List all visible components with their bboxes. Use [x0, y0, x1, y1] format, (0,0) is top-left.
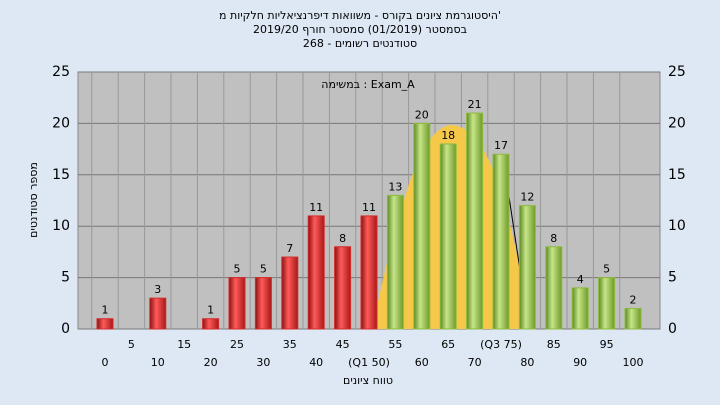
- x-tick-label: 5: [128, 338, 135, 351]
- bar: [545, 246, 563, 330]
- data-label: 12: [520, 191, 534, 204]
- bar: [307, 215, 325, 330]
- data-label: 3: [154, 283, 161, 296]
- data-label: 5: [234, 263, 241, 276]
- y-tick-label: 20: [668, 115, 686, 131]
- y-tick-label: 5: [668, 270, 677, 286]
- bar: [149, 297, 167, 330]
- x-tick-label: 40: [309, 356, 323, 369]
- bar: [571, 287, 589, 330]
- bar: [439, 143, 457, 330]
- bar: [598, 277, 616, 330]
- bar: [624, 307, 642, 330]
- data-label: 11: [309, 201, 323, 214]
- x-tick-label: 85: [547, 338, 561, 351]
- data-label: 5: [603, 263, 610, 276]
- x-axis-label: טווח ציונים: [343, 374, 393, 387]
- bar: [334, 246, 352, 330]
- bar: [254, 277, 272, 330]
- x-tick-label: 45: [336, 338, 350, 351]
- data-label: 17: [494, 139, 508, 152]
- bar: [518, 205, 536, 330]
- y-tick-label: 10: [668, 218, 686, 234]
- x-tick-label: 80: [520, 356, 534, 369]
- y-axis-label: מספר סטודנטים: [27, 162, 40, 238]
- curve-line: [507, 189, 521, 271]
- annotation: במשימה : Exam_A: [321, 78, 415, 91]
- data-label: 13: [388, 180, 402, 193]
- x-tick-label: 100: [623, 356, 644, 369]
- x-tick-label: 90: [573, 356, 587, 369]
- chart-subtitle: סטודנטים רשומים - 268: [303, 37, 417, 50]
- x-tick-label: 30: [256, 356, 270, 369]
- bar: [386, 194, 404, 330]
- y-tick-label: 25: [668, 64, 686, 80]
- data-label: 2: [630, 293, 637, 306]
- x-tick-label: (Q1 50): [348, 356, 390, 369]
- x-tick-label: 95: [600, 338, 614, 351]
- x-tick-label: 25: [230, 338, 244, 351]
- data-label: 8: [339, 232, 346, 245]
- data-label: 8: [550, 232, 557, 245]
- y-tick-label: 0: [668, 321, 677, 337]
- bar: [466, 112, 484, 330]
- chart-subtitle: בסמסטר (01/2019) סמסטר חורף 2019/20: [253, 23, 467, 36]
- y-tick-label: 5: [61, 270, 70, 286]
- x-tick-label: 15: [177, 338, 191, 351]
- bar: [202, 318, 220, 330]
- data-label: 21: [468, 98, 482, 111]
- chart-title: היסטוגרמת ציונים בקורס - משוואות דיפרנצי…: [219, 9, 501, 22]
- x-tick-label: 35: [283, 338, 297, 351]
- bar: [281, 256, 299, 330]
- x-tick-label: 0: [102, 356, 109, 369]
- x-tick-label: 55: [388, 338, 402, 351]
- bar: [492, 153, 510, 330]
- data-label: 7: [286, 242, 293, 255]
- data-label: 1: [207, 304, 214, 317]
- data-label: 18: [441, 129, 455, 142]
- bar: [96, 318, 114, 330]
- data-label: 20: [415, 108, 429, 121]
- x-tick-label: (Q3 75): [480, 338, 522, 351]
- bar: [360, 215, 378, 330]
- data-label: 4: [577, 273, 584, 286]
- data-label: 1: [102, 304, 109, 317]
- x-tick-label: 20: [204, 356, 218, 369]
- x-tick-label: 70: [468, 356, 482, 369]
- x-tick-label: 10: [151, 356, 165, 369]
- x-tick-label: 65: [441, 338, 455, 351]
- bar: [228, 277, 246, 330]
- data-label: 5: [260, 263, 267, 276]
- y-tick-label: 10: [52, 218, 70, 234]
- y-tick-label: 15: [52, 167, 70, 183]
- bar: [413, 122, 431, 330]
- y-tick-label: 0: [61, 321, 70, 337]
- x-tick-label: 60: [415, 356, 429, 369]
- y-tick-label: 25: [52, 64, 70, 80]
- y-tick-label: 20: [52, 115, 70, 131]
- y-tick-label: 15: [668, 167, 686, 183]
- data-label: 11: [362, 201, 376, 214]
